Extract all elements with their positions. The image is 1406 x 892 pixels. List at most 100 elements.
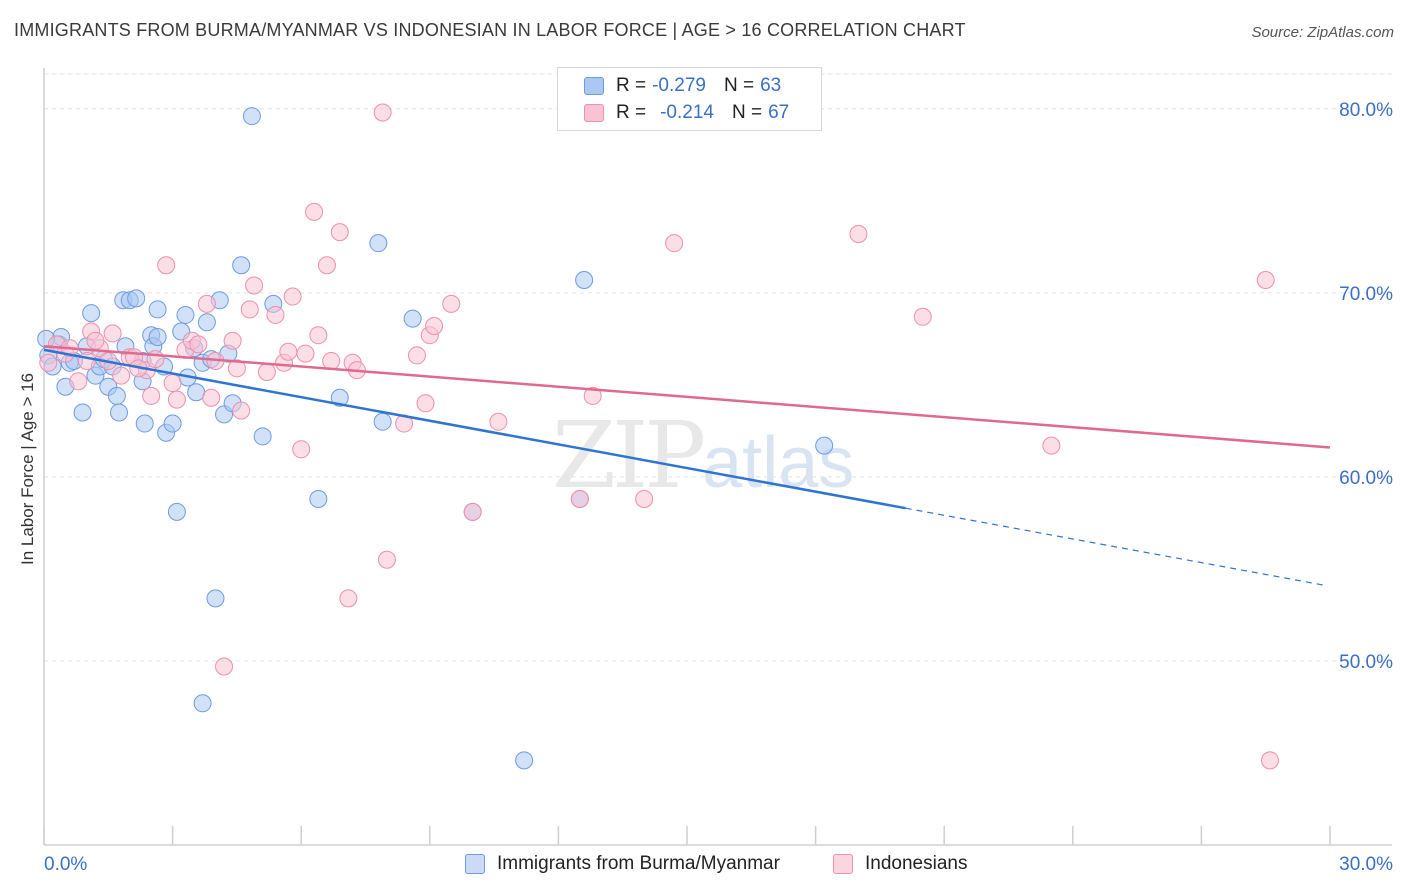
burma-data-point (163, 414, 182, 433)
burma-data-point (107, 386, 126, 405)
indonesian-data-point (583, 386, 602, 405)
series-label-indonesians: Indonesians (865, 853, 968, 874)
indonesian-data-point (77, 351, 96, 370)
indonesian-data-point (317, 256, 336, 275)
indonesian-trend-line (43, 344, 1331, 449)
burma-data-point (403, 309, 422, 328)
indonesian-data-point (86, 331, 105, 350)
series-swatch-indonesians (833, 854, 853, 874)
indonesian-data-point (69, 372, 88, 391)
burma-data-point (309, 489, 328, 508)
legend-r-label: R = (616, 75, 647, 96)
indonesian-data-point (322, 351, 341, 370)
burma-data-point (242, 107, 261, 126)
legend-row-indonesians: R = -0.214 N = 67 (584, 100, 789, 126)
indonesian-data-point (442, 294, 461, 313)
burma-data-point (167, 502, 186, 521)
indonesian-data-point (849, 224, 868, 243)
burma-data-point (73, 403, 92, 422)
indonesian-data-point (39, 353, 58, 372)
indonesian-data-point (215, 657, 234, 676)
indonesian-data-point (240, 300, 259, 319)
indonesian-data-point (223, 331, 242, 350)
indonesian-data-point (665, 234, 684, 253)
x-tick-label: 0.0% (44, 854, 87, 875)
indonesian-data-point (1256, 270, 1275, 289)
burma-data-point (148, 300, 167, 319)
burma-data-point (197, 313, 216, 332)
indonesian-data-point (283, 287, 302, 306)
indonesian-data-point (112, 366, 131, 385)
burma-data-point (193, 694, 212, 713)
indonesian-data-point (373, 103, 392, 122)
indonesian-data-point (309, 326, 328, 345)
indonesian-data-point (232, 401, 251, 420)
burma-data-point (575, 270, 594, 289)
indonesian-data-point (377, 550, 396, 569)
indonesian-data-point (407, 346, 426, 365)
burma-data-point (187, 383, 206, 402)
indonesian-data-point (635, 489, 654, 508)
burma-data-point (515, 751, 534, 770)
indonesian-data-point (157, 256, 176, 275)
indonesian-data-point (1042, 436, 1061, 455)
indonesian-data-point (197, 294, 216, 313)
burma-data-point (815, 436, 834, 455)
indonesian-data-point (202, 388, 221, 407)
indonesian-data-point (142, 386, 161, 405)
indonesian-data-point (146, 350, 165, 369)
y-tick-label: 60.0% (1339, 468, 1393, 489)
indonesian-data-point (103, 324, 122, 343)
burma-data-point (127, 289, 146, 308)
burma-data-point (369, 234, 388, 253)
series-label-burma: Immigrants from Burma/Myanmar (497, 853, 780, 874)
burma-data-point (232, 256, 251, 275)
indonesian-data-point (330, 223, 349, 242)
legend-n-label: N = (731, 102, 763, 123)
indonesian-data-point (296, 344, 315, 363)
indonesian-data-point (266, 305, 285, 324)
x-tick-label: 30.0% (1339, 854, 1393, 875)
legend-n-value-indonesians: 67 (768, 102, 790, 123)
indonesian-data-point (163, 374, 182, 393)
legend-swatch-indonesians (584, 104, 604, 122)
indonesian-data-point (463, 502, 482, 521)
correlation-legend: R = -0.279 N = 63 R = -0.214 N = 67 (557, 67, 822, 131)
indonesian-data-point (227, 359, 246, 378)
indonesian-data-point (913, 307, 932, 326)
indonesian-data-point (489, 412, 508, 431)
series-legend-burma[interactable]: Immigrants from Burma/Myanmar (465, 851, 780, 877)
y-tick-label: 80.0% (1339, 100, 1393, 121)
indonesian-data-point (292, 440, 311, 459)
indonesian-data-point (425, 316, 444, 335)
burma-data-point (110, 403, 129, 422)
indonesian-data-point (167, 390, 186, 409)
legend-r-label: R = (616, 102, 647, 123)
burma-data-point (206, 589, 225, 608)
indonesian-data-point (416, 394, 435, 413)
legend-r-value-indonesians: -0.214 (660, 102, 714, 123)
series-swatch-burma (465, 854, 485, 874)
burma-data-point (148, 328, 167, 347)
watermark-atlas: atlas (702, 423, 855, 503)
legend-row-burma: R = -0.279 N = 63 (584, 73, 781, 99)
indonesian-data-point (279, 342, 298, 361)
indonesian-data-point (189, 335, 208, 354)
y-tick-label: 70.0% (1339, 284, 1393, 305)
legend-r-value-burma: -0.279 (652, 75, 706, 96)
series-legend-indonesians[interactable]: Indonesians (833, 851, 967, 877)
indonesian-data-point (339, 589, 358, 608)
burma-data-point (82, 304, 101, 323)
burma-data-point (373, 412, 392, 431)
burma-data-point (176, 305, 195, 324)
indonesian-data-point (570, 489, 589, 508)
burma-data-point (135, 414, 154, 433)
indonesian-data-point (1260, 751, 1279, 770)
indonesian-data-point (245, 276, 264, 295)
burma-data-point (253, 427, 272, 446)
chart-title: IMMIGRANTS FROM BURMA/MYANMAR VS INDONES… (14, 20, 966, 40)
indonesian-data-point (305, 202, 324, 221)
source-label: Source: ZipAtlas.com (1251, 24, 1394, 41)
legend-n-label: N = (723, 75, 755, 96)
